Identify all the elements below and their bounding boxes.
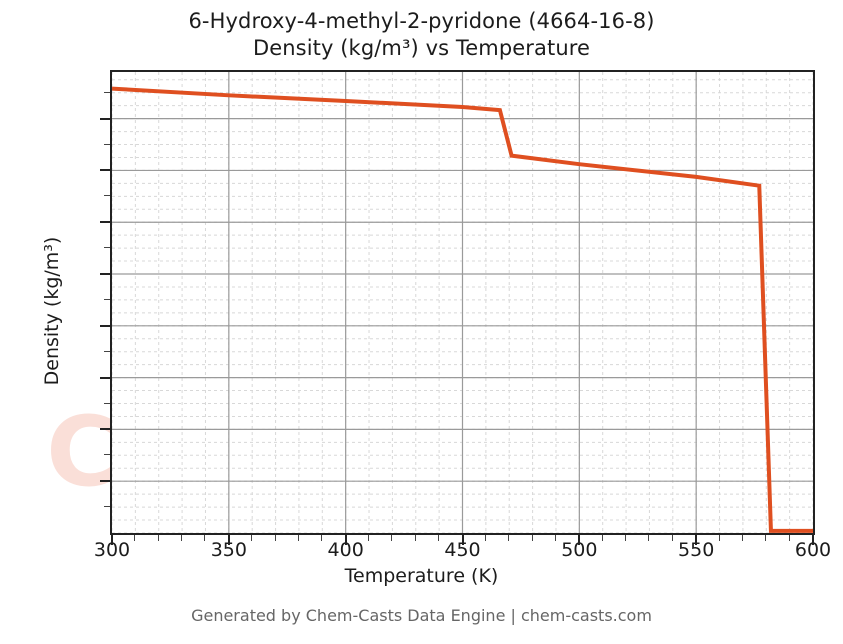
x-tick-mark-minor <box>297 535 299 541</box>
chart-title-block: 6-Hydroxy-4-methyl-2-pyridone (4664-16-8… <box>0 8 843 62</box>
x-tick-label: 600 <box>794 539 832 561</box>
y-tick-mark-minor <box>104 454 110 456</box>
y-tick-mark-minor <box>104 402 110 404</box>
x-tick-mark-minor <box>508 535 510 541</box>
x-tick-mark-minor <box>438 535 440 541</box>
x-axis-label: Temperature (K) <box>344 565 499 587</box>
x-tick-label: 350 <box>210 539 247 561</box>
x-tick-mark <box>578 535 581 545</box>
x-tick-label: 550 <box>678 539 715 561</box>
x-tick-label: 500 <box>561 539 598 561</box>
x-tick-mark-minor <box>625 535 627 541</box>
y-tick-mark <box>100 221 110 224</box>
y-tick-mark-minor <box>104 91 110 93</box>
x-tick-label: 450 <box>444 539 481 561</box>
x-tick-mark-minor <box>414 535 416 541</box>
data-series-line <box>112 86 813 533</box>
y-tick-mark-minor <box>104 247 110 249</box>
y-tick-mark <box>100 117 110 120</box>
x-tick-mark-minor <box>531 535 533 541</box>
y-axis-label: Density (kg/m³) <box>41 236 63 386</box>
x-tick-mark-minor <box>484 535 486 541</box>
x-tick-mark <box>344 535 347 545</box>
y-tick-mark <box>100 169 110 172</box>
footer-credit: Generated by Chem-Casts Data Engine | ch… <box>191 606 652 625</box>
x-tick-mark-minor <box>718 535 720 541</box>
x-tick-mark-minor <box>788 535 790 541</box>
plot-svg <box>112 72 813 533</box>
x-tick-label: 300 <box>93 539 131 561</box>
y-tick-mark <box>100 273 110 275</box>
x-tick-mark-minor <box>251 535 253 541</box>
x-tick-mark <box>812 535 814 545</box>
x-tick-label: 400 <box>327 539 364 561</box>
plot-area <box>110 70 815 535</box>
y-tick-mark-minor <box>104 350 110 352</box>
x-tick-mark-minor <box>157 535 159 541</box>
x-tick-mark-minor <box>368 535 370 541</box>
x-tick-mark <box>111 535 113 545</box>
x-tick-mark <box>695 535 698 545</box>
x-tick-mark <box>227 535 230 545</box>
y-tick-mark <box>100 480 110 483</box>
x-tick-mark-minor <box>134 535 136 541</box>
x-tick-mark-minor <box>741 535 743 541</box>
x-tick-mark-minor <box>765 535 767 541</box>
y-tick-mark <box>100 376 110 379</box>
x-tick-mark-minor <box>274 535 276 541</box>
x-tick-mark-minor <box>601 535 603 541</box>
y-tick-mark-minor <box>104 298 110 300</box>
y-tick-mark-minor <box>104 143 110 145</box>
x-tick-mark-minor <box>671 535 673 541</box>
x-tick-mark-minor <box>181 535 183 541</box>
x-tick-mark-minor <box>204 535 206 541</box>
x-tick-mark-minor <box>391 535 393 541</box>
x-tick-mark-minor <box>648 535 650 541</box>
chart-title: 6-Hydroxy-4-methyl-2-pyridone (4664-16-8… <box>188 9 655 33</box>
y-tick-mark <box>100 428 110 431</box>
x-tick-mark <box>461 535 464 545</box>
y-tick-mark-minor <box>104 195 110 197</box>
x-tick-mark-minor <box>554 535 556 541</box>
chart-subtitle: Density (kg/m³) vs Temperature <box>252 35 591 60</box>
y-tick-mark-minor <box>104 506 110 508</box>
x-tick-mark-minor <box>321 535 323 541</box>
y-tick-mark <box>100 324 110 327</box>
